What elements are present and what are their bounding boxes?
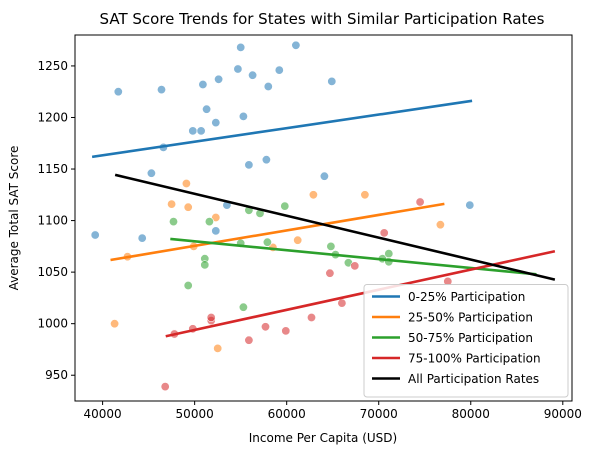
y-tick-label: 1250 (37, 59, 68, 73)
x-axis: 40000 50000 60000 70000 80000 90000 (84, 401, 582, 421)
legend: 0-25% Participation 25-50% Participation 5… (363, 284, 569, 398)
data-point (188, 126, 198, 136)
legend-label: 0-25% Participation (408, 290, 525, 304)
data-point (360, 190, 370, 200)
x-tick-label: 70000 (360, 407, 398, 421)
y-tick-label: 1000 (37, 317, 68, 331)
trend-line (114, 173, 556, 281)
legend-label: 25-50% Participation (408, 311, 533, 325)
legend-label: All Participation Rates (408, 372, 539, 386)
data-point (211, 118, 221, 128)
data-point (211, 213, 221, 223)
data-point (274, 65, 284, 75)
x-tick-label: 80000 (452, 407, 490, 421)
data-point (261, 155, 271, 165)
y-tick-label: 950 (45, 368, 68, 382)
data-point (384, 249, 394, 259)
data-point (196, 126, 206, 136)
trend-line (165, 249, 556, 338)
x-tick-label: 60000 (268, 407, 306, 421)
x-axis-label: Income Per Capita (USD) (249, 431, 397, 445)
data-point (200, 260, 210, 270)
data-point (326, 241, 336, 251)
data-point (213, 343, 223, 353)
data-point (327, 76, 337, 86)
data-point (110, 319, 120, 329)
trend-line (91, 99, 473, 159)
data-point (435, 220, 445, 230)
data-point (293, 235, 303, 245)
legend-label: 50-75% Participation (408, 331, 533, 345)
data-point (233, 64, 243, 74)
data-point (379, 228, 389, 238)
data-point (244, 335, 254, 345)
data-point (181, 179, 191, 189)
data-point (90, 230, 100, 240)
data-point (202, 104, 212, 114)
trend-line (110, 202, 445, 262)
data-point (157, 85, 167, 95)
y-tick-label: 1050 (37, 265, 68, 279)
chart-title: SAT Score Trends for States with Similar… (100, 10, 545, 28)
y-tick-label: 1200 (37, 110, 68, 124)
data-point (146, 168, 156, 178)
data-point (262, 237, 272, 247)
data-point (306, 312, 316, 322)
data-point (350, 261, 360, 271)
data-point (465, 200, 475, 210)
data-point (291, 40, 301, 50)
data-point (415, 197, 425, 207)
x-tick-label: 90000 (544, 407, 582, 421)
x-tick-label: 40000 (84, 407, 122, 421)
data-point (260, 322, 270, 332)
y-axis: 950 1000 1050 1100 1150 1200 1250 (37, 59, 75, 382)
data-point (169, 217, 179, 227)
data-point (238, 302, 248, 312)
x-tick-label: 50000 (176, 407, 214, 421)
y-axis-label: Average Total SAT Score (7, 146, 21, 291)
data-point (337, 298, 347, 308)
data-point (211, 226, 221, 236)
data-point (248, 70, 258, 80)
data-point (160, 382, 170, 392)
plot-area (74, 34, 573, 402)
data-point (281, 326, 291, 336)
trend-lines (91, 99, 556, 338)
data-point (319, 171, 329, 181)
data-point (236, 42, 246, 52)
data-point (263, 82, 273, 92)
data-point (183, 280, 193, 290)
data-point (167, 199, 177, 209)
data-point (137, 233, 147, 243)
data-point (198, 80, 208, 90)
data-point (183, 202, 193, 212)
data-point (244, 160, 254, 170)
data-point (325, 268, 335, 278)
data-point (238, 111, 248, 121)
data-point (113, 87, 123, 97)
data-point (214, 74, 224, 84)
y-tick-label: 1150 (37, 162, 68, 176)
data-point (204, 217, 214, 227)
legend-label: 75-100% Participation (408, 352, 541, 366)
legend-box (363, 284, 569, 398)
y-tick-label: 1100 (37, 214, 68, 228)
data-point (308, 190, 318, 200)
data-point (206, 312, 216, 322)
data-point (280, 201, 290, 211)
